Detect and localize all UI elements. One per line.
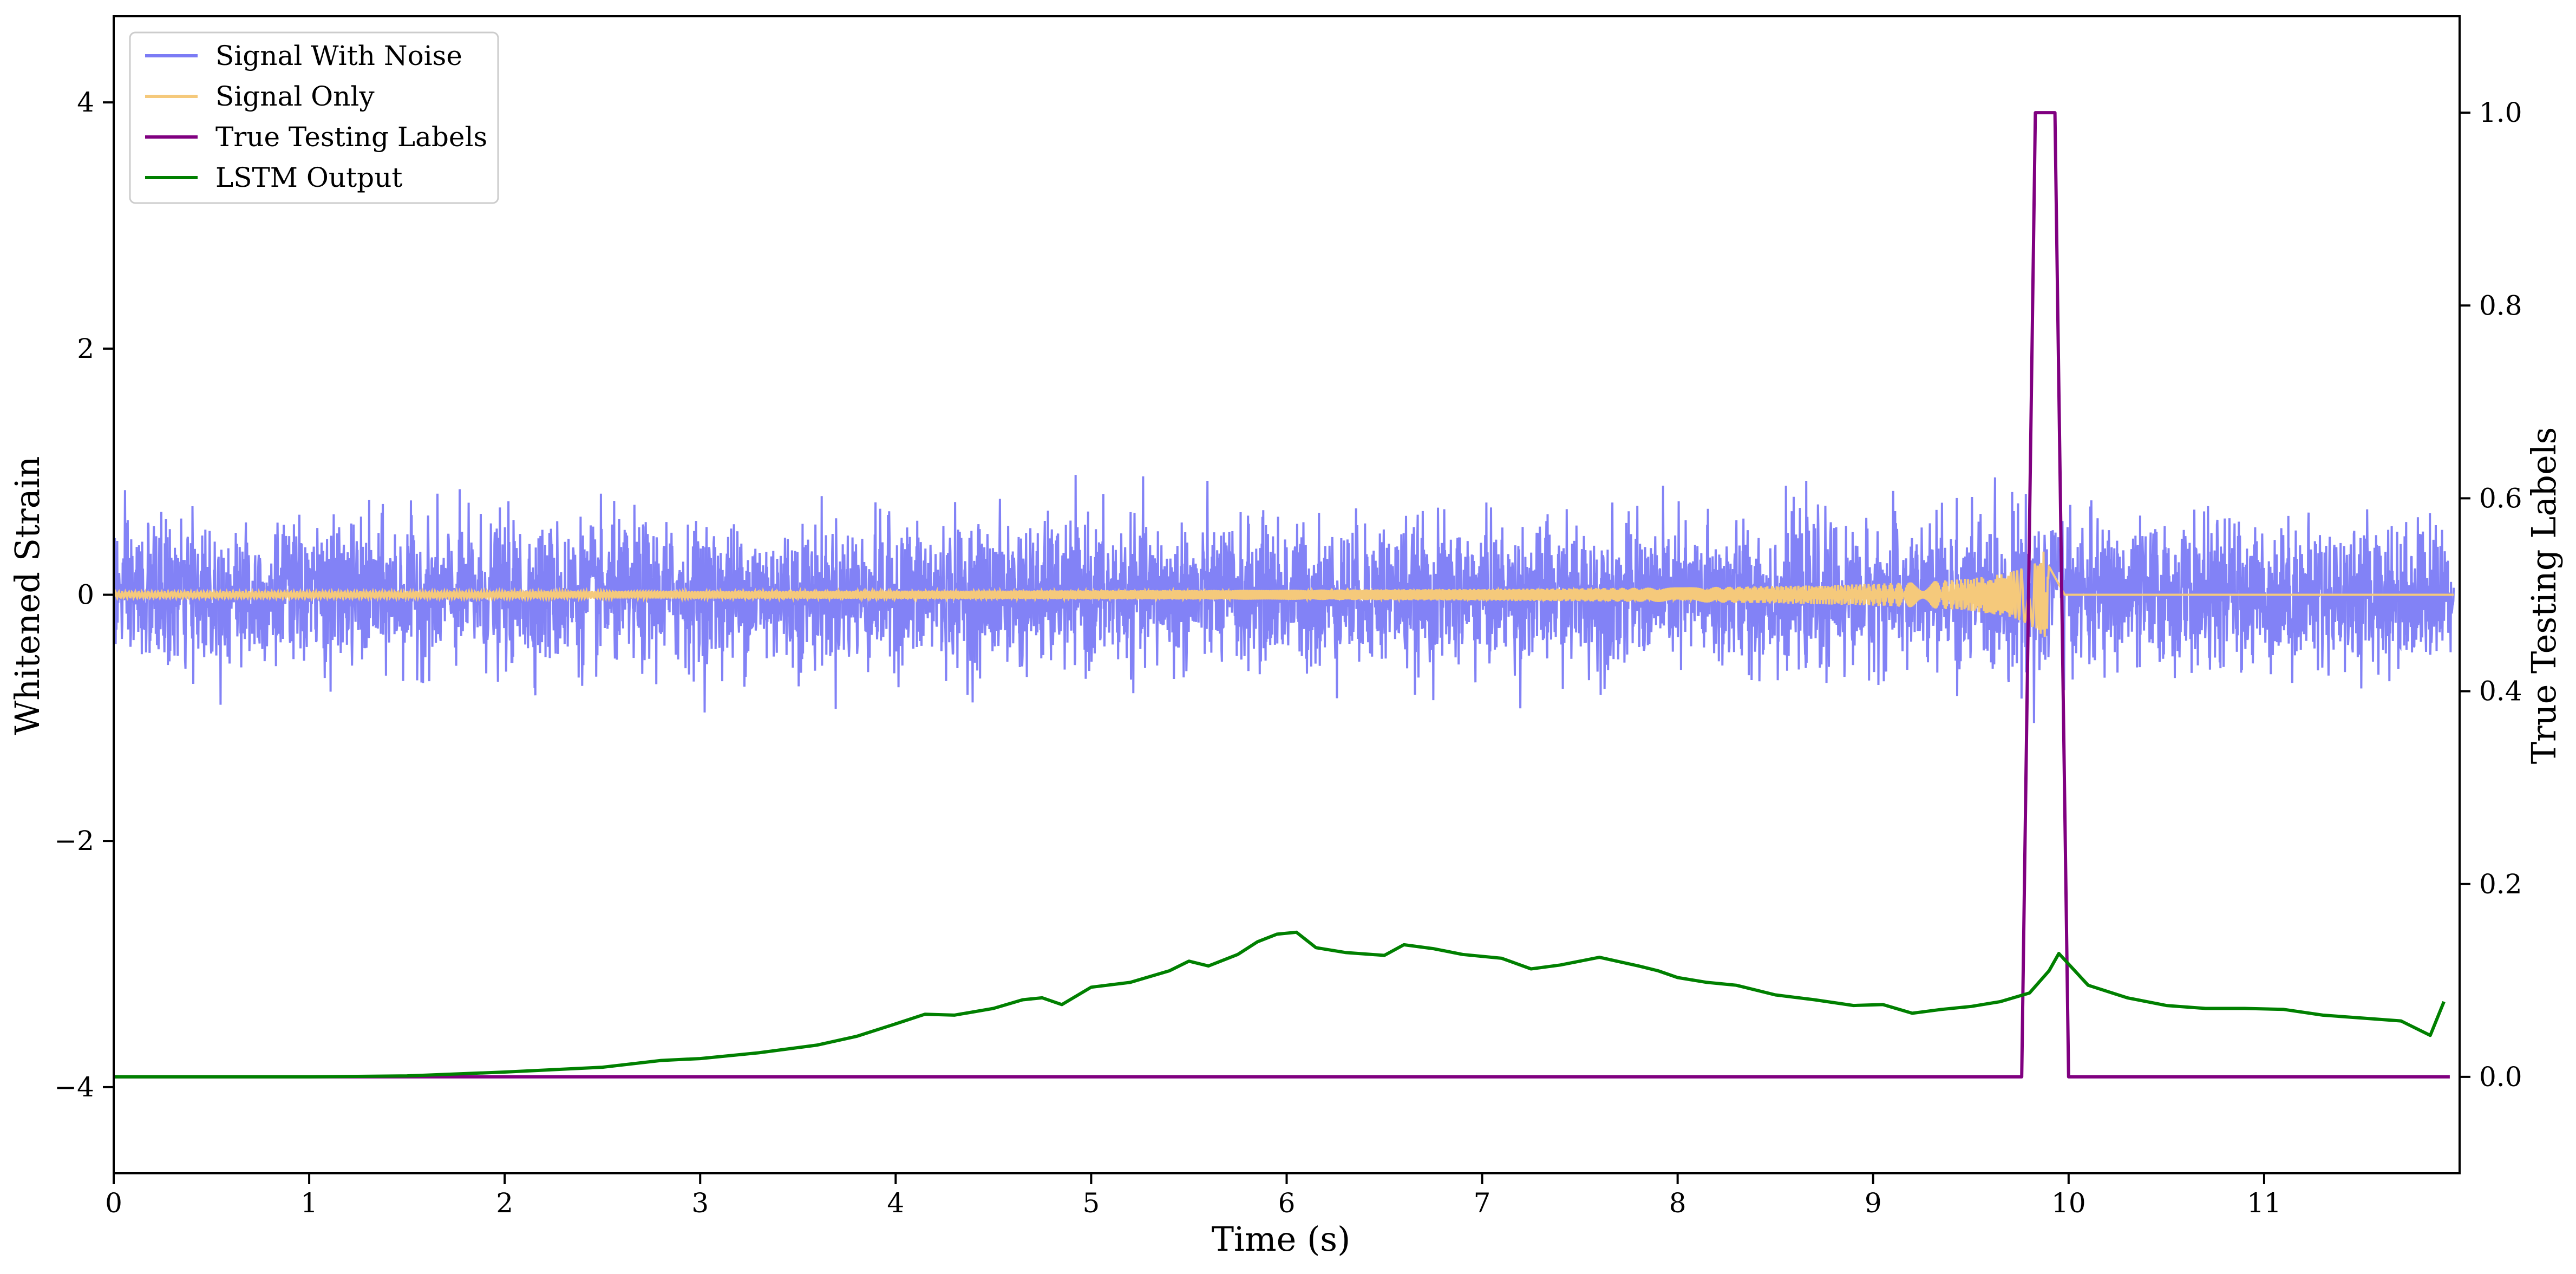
x-tick-label: 9 [1865, 1187, 1882, 1219]
left-y-tick-label: 2 [77, 333, 94, 364]
legend-label: True Testing Labels [215, 121, 487, 153]
x-tick-label: 11 [2247, 1187, 2281, 1219]
x-tick-label: 4 [887, 1187, 904, 1219]
legend-box [129, 31, 499, 204]
left-y-axis-label: Whitened Strain [8, 456, 47, 735]
x-axis-label: Time (s) [1212, 1219, 1351, 1259]
x-tick-label: 5 [1083, 1187, 1100, 1219]
x-tick-label: 2 [496, 1187, 513, 1219]
x-tick-label: 10 [2051, 1187, 2086, 1219]
legend-entry-lstm-output: LSTM Output [145, 162, 402, 193]
left-y-tick-label: −2 [54, 825, 94, 857]
left-y-tick-label: −4 [54, 1072, 94, 1103]
legend-label: Signal With Noise [215, 40, 462, 71]
x-axis-ticks: 0 1 2 3 4 5 6 7 8 9 10 11 [105, 1173, 2281, 1219]
right-y-axis-ticks: 0.0 0.2 0.4 0.6 0.8 1.0 [2460, 97, 2522, 1093]
left-y-axis-ticks: −4 −2 0 2 4 [54, 87, 114, 1103]
legend-entry-signal-with-noise: Signal With Noise [145, 40, 462, 71]
right-y-axis-label: True Testing Labels [2524, 427, 2564, 765]
right-y-tick-label: 0.8 [2479, 290, 2522, 321]
left-y-tick-label: 0 [77, 579, 94, 611]
legend-label: LSTM Output [215, 162, 402, 193]
left-y-tick-label: 4 [77, 87, 94, 118]
series-true-testing-labels [114, 111, 2450, 1079]
x-tick-label: 3 [691, 1187, 709, 1219]
legend: Signal With Noise Signal Only True Testing… [129, 31, 499, 204]
x-tick-label: 8 [1669, 1187, 1686, 1219]
legend-entry-signal-only: Signal Only [145, 81, 375, 112]
x-tick-label: 1 [300, 1187, 318, 1219]
right-y-tick-label: 1.0 [2479, 97, 2522, 128]
plot-area [114, 111, 2455, 1079]
right-y-tick-label: 0.0 [2479, 1061, 2522, 1093]
x-tick-label: 6 [1278, 1187, 1296, 1219]
right-y-tick-label: 0.6 [2479, 482, 2522, 514]
right-y-tick-label: 0.2 [2479, 868, 2522, 900]
legend-entry-true-testing-labels: True Testing Labels [145, 121, 487, 153]
legend-label: Signal Only [215, 81, 375, 112]
x-tick-label: 7 [1474, 1187, 1491, 1219]
x-tick-label: 0 [105, 1187, 122, 1219]
series-signal-only [114, 551, 2454, 637]
series-lstm-output [114, 930, 2446, 1079]
right-y-tick-label: 0.4 [2479, 676, 2522, 707]
